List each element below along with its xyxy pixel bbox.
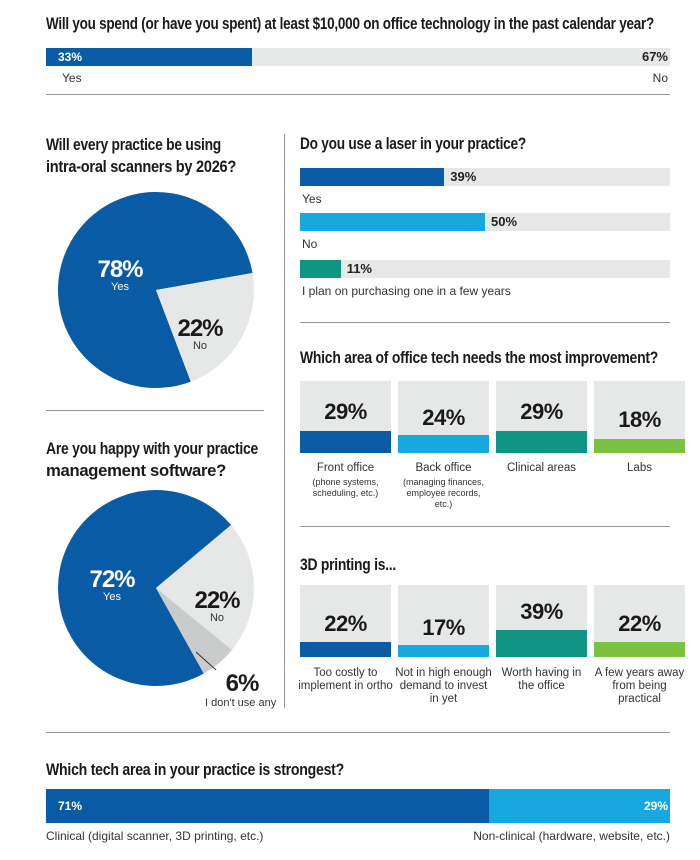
laser-plan-label: I plan on purchasing one in a few years bbox=[302, 284, 511, 298]
scanner-question-title: Will every practice be using intra-oral … bbox=[46, 135, 236, 176]
scanner-yes-label-group: 78% Yes bbox=[96, 256, 144, 293]
improvement-box-labs: 18% bbox=[594, 381, 685, 453]
improvement-fill-front-office bbox=[300, 431, 391, 453]
strongest-clinical-value: 71% bbox=[58, 799, 83, 813]
laser-question-title: Do you use a laser in your practice? bbox=[300, 134, 526, 153]
improvement-question-title: Which area of office tech needs the most… bbox=[300, 348, 658, 367]
scanner-pie-slice-yes bbox=[57, 191, 253, 388]
improvement-box-front-office: 29% bbox=[300, 381, 391, 453]
printing-label-few-years: A few years away from being practical bbox=[594, 667, 685, 705]
column-divider bbox=[284, 134, 285, 708]
spend-bar-track bbox=[46, 48, 670, 66]
printing-value-worth-having: 39% bbox=[520, 599, 563, 624]
printing-value-not-demand: 17% bbox=[422, 615, 465, 640]
laser-bar-no bbox=[300, 213, 485, 231]
laser-no-label: No bbox=[302, 237, 318, 251]
improvement-box-clinical: 29% bbox=[496, 381, 587, 453]
software-none-leader-line bbox=[195, 651, 217, 671]
printing-box-few-years: 22% bbox=[594, 585, 685, 657]
laser-bar-plan-track bbox=[300, 260, 670, 278]
printing-fill-too-costly bbox=[300, 642, 391, 657]
spend-no-value: 67% bbox=[641, 49, 668, 64]
strongest-question-title: Which tech area in your practice is stro… bbox=[46, 760, 344, 779]
spend-bar-yes bbox=[46, 48, 252, 66]
improvement-value-front-office: 29% bbox=[324, 399, 367, 424]
laser-bar-no-track bbox=[300, 213, 670, 231]
improvement-label-labs: Labs bbox=[627, 462, 652, 474]
scanner-yes-label: Yes bbox=[111, 281, 129, 293]
software-none-label: I don't use any bbox=[205, 697, 277, 709]
strongest-nonclinical-label: Non-clinical (hardware, website, etc.) bbox=[473, 829, 670, 843]
printing-fill-worth-having bbox=[496, 630, 587, 657]
spend-yes-label: Yes bbox=[62, 71, 82, 85]
improvement-label-front-office: Front office (phone systems, scheduling,… bbox=[312, 462, 379, 498]
strongest-clinical-label: Clinical (digital scanner, 3D printing, … bbox=[46, 829, 264, 843]
divider-right-1 bbox=[300, 322, 670, 323]
laser-plan-value: 11% bbox=[346, 261, 372, 276]
printing-box-worth-having: 39% bbox=[496, 585, 587, 657]
printing-question-title: 3D printing is... bbox=[300, 555, 396, 574]
software-none-value: 6% bbox=[225, 670, 260, 697]
improvement-label-clinical: Clinical areas bbox=[506, 462, 577, 474]
software-yes-label-group: 72% Yes bbox=[88, 566, 136, 603]
divider-left-mid bbox=[46, 410, 264, 411]
software-no-value: 22% bbox=[194, 587, 240, 614]
software-pie-slice-yes bbox=[57, 490, 232, 687]
laser-yes-value: 39% bbox=[450, 169, 477, 184]
printing-fill-few-years bbox=[594, 642, 685, 657]
scanner-no-label-group: 22% No bbox=[175, 315, 225, 352]
scanner-no-value: 22% bbox=[177, 315, 223, 342]
laser-no-value: 50% bbox=[491, 214, 518, 229]
improvement-fill-clinical bbox=[496, 431, 587, 453]
printing-value-few-years: 22% bbox=[618, 611, 661, 636]
printing-label-not-demand: Not in high enough demand to invest in y… bbox=[395, 667, 492, 705]
software-question-title: Are you happy with your practice managem… bbox=[46, 439, 258, 480]
printing-value-too-costly: 22% bbox=[324, 611, 367, 636]
software-yes-label: Yes bbox=[103, 591, 121, 603]
scanner-pie-slice-no bbox=[156, 272, 254, 382]
laser-bar-yes-track bbox=[300, 168, 670, 186]
improvement-value-clinical: 29% bbox=[520, 399, 563, 424]
printing-label-too-costly: Too costly to implement in ortho bbox=[298, 667, 393, 692]
improvement-fill-labs bbox=[594, 439, 685, 453]
scanner-no-label: No bbox=[192, 340, 208, 352]
strongest-bar-clinical bbox=[46, 789, 490, 823]
divider-bottom bbox=[46, 732, 670, 733]
improvement-label-back-office: Back office (managing finances, employee… bbox=[402, 462, 485, 509]
spend-question-title: Will you spend (or have you spent) at le… bbox=[46, 14, 654, 33]
strongest-bar-track bbox=[46, 789, 670, 823]
divider-top bbox=[46, 94, 670, 95]
divider-right-2 bbox=[300, 526, 670, 527]
printing-label-worth-having: Worth having in the office bbox=[501, 667, 582, 692]
printing-fill-not-demand bbox=[398, 645, 489, 657]
scanner-yes-value: 78% bbox=[97, 256, 143, 283]
laser-yes-label: Yes bbox=[302, 192, 322, 206]
software-pie-slice-no bbox=[156, 525, 254, 650]
software-no-label-group: 22% No bbox=[192, 587, 242, 624]
software-no-label: No bbox=[209, 612, 225, 624]
printing-box-not-demand: 17% bbox=[398, 585, 489, 657]
improvement-fill-back-office bbox=[398, 435, 489, 453]
spend-no-label: No bbox=[652, 71, 668, 85]
software-yes-value: 72% bbox=[89, 566, 135, 593]
software-pie-slice-none bbox=[156, 588, 232, 674]
printing-box-too-costly: 22% bbox=[300, 585, 391, 657]
improvement-value-back-office: 24% bbox=[422, 405, 465, 430]
strongest-nonclinical-value: 29% bbox=[643, 799, 668, 813]
laser-bar-yes bbox=[300, 168, 445, 186]
software-pie bbox=[57, 490, 254, 687]
improvement-box-back-office: 24% bbox=[398, 381, 489, 453]
scanner-pie bbox=[57, 191, 254, 388]
spend-yes-value: 33% bbox=[58, 50, 83, 64]
laser-bar-plan bbox=[300, 260, 341, 278]
improvement-value-labs: 18% bbox=[618, 407, 661, 432]
